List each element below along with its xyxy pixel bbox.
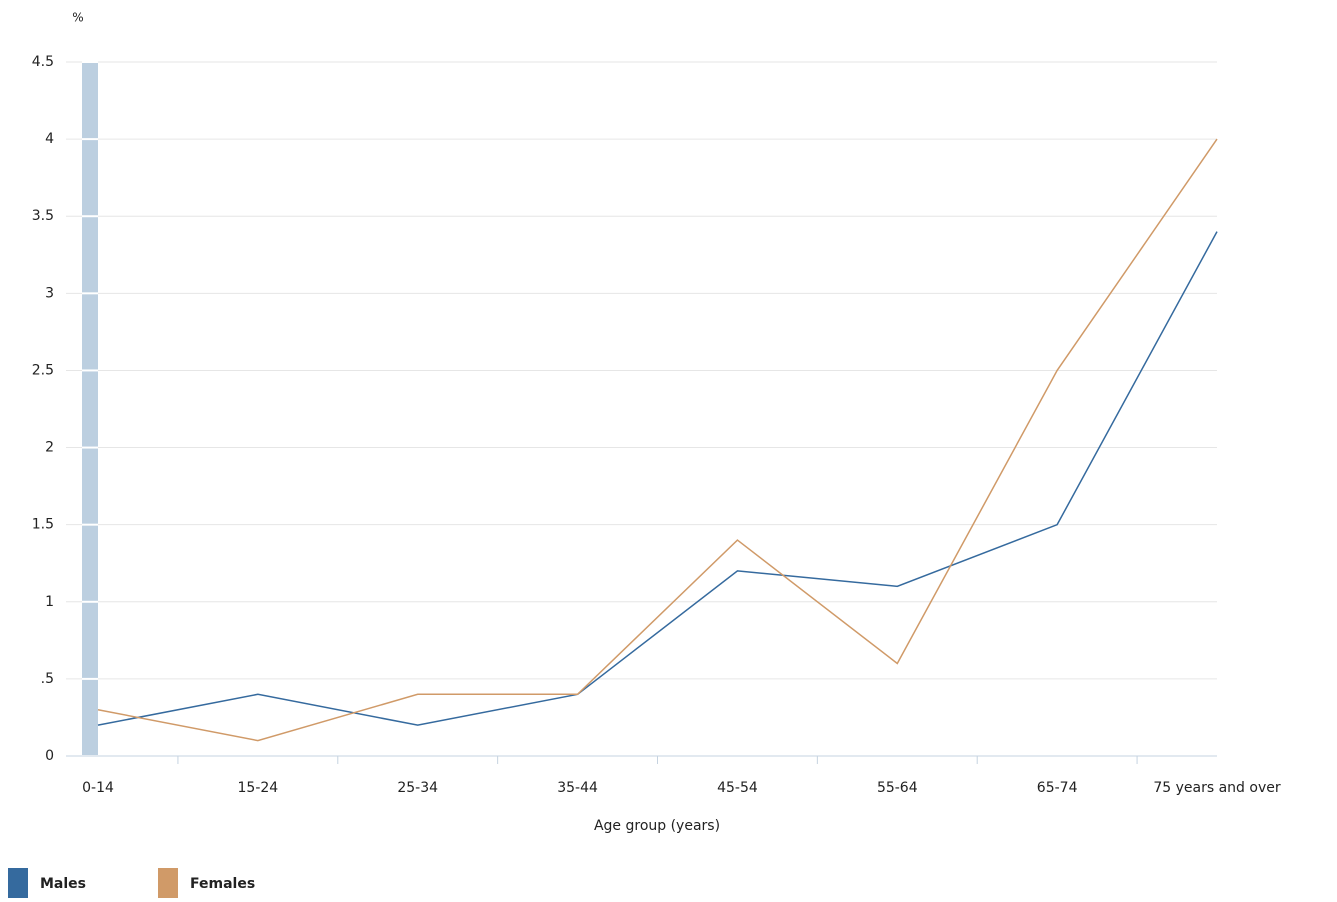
legend-label: Females bbox=[190, 876, 255, 892]
x-tick-label: 65-74 bbox=[1037, 780, 1078, 796]
y-tick-label: 0 bbox=[45, 748, 54, 764]
y-tick-label: 3.5 bbox=[32, 208, 54, 224]
y-tick-label: 4 bbox=[45, 131, 54, 147]
x-axis-label: Age group (years) bbox=[594, 818, 720, 834]
y-unit: % bbox=[72, 11, 83, 25]
x-tick-label: 25-34 bbox=[397, 780, 438, 796]
line bbox=[97, 138, 1218, 742]
legend-swatch bbox=[158, 868, 178, 898]
x-tick-label: 15-24 bbox=[238, 780, 279, 796]
y-tick-label: 3 bbox=[45, 285, 54, 301]
x-tick-label: 0-14 bbox=[82, 780, 114, 796]
legend-swatch bbox=[8, 868, 28, 898]
legend-label: Males bbox=[40, 876, 86, 892]
y-tick-label: 2 bbox=[45, 440, 54, 456]
y-axis-bar bbox=[82, 62, 98, 756]
x-tick-label: 35-44 bbox=[557, 780, 598, 796]
y-tick-label: 1.5 bbox=[32, 517, 54, 533]
x-tick-label: 45-54 bbox=[717, 780, 758, 796]
x-tick-label: 55-64 bbox=[877, 780, 918, 796]
y-tick-label: 2.5 bbox=[32, 362, 54, 378]
y-tick-label: .5 bbox=[41, 671, 54, 687]
y-tick-label: 4.5 bbox=[32, 54, 54, 70]
y-tick-label: 1 bbox=[45, 594, 54, 610]
line bbox=[97, 231, 1218, 726]
x-tick-label: 75 years and over bbox=[1153, 780, 1280, 796]
